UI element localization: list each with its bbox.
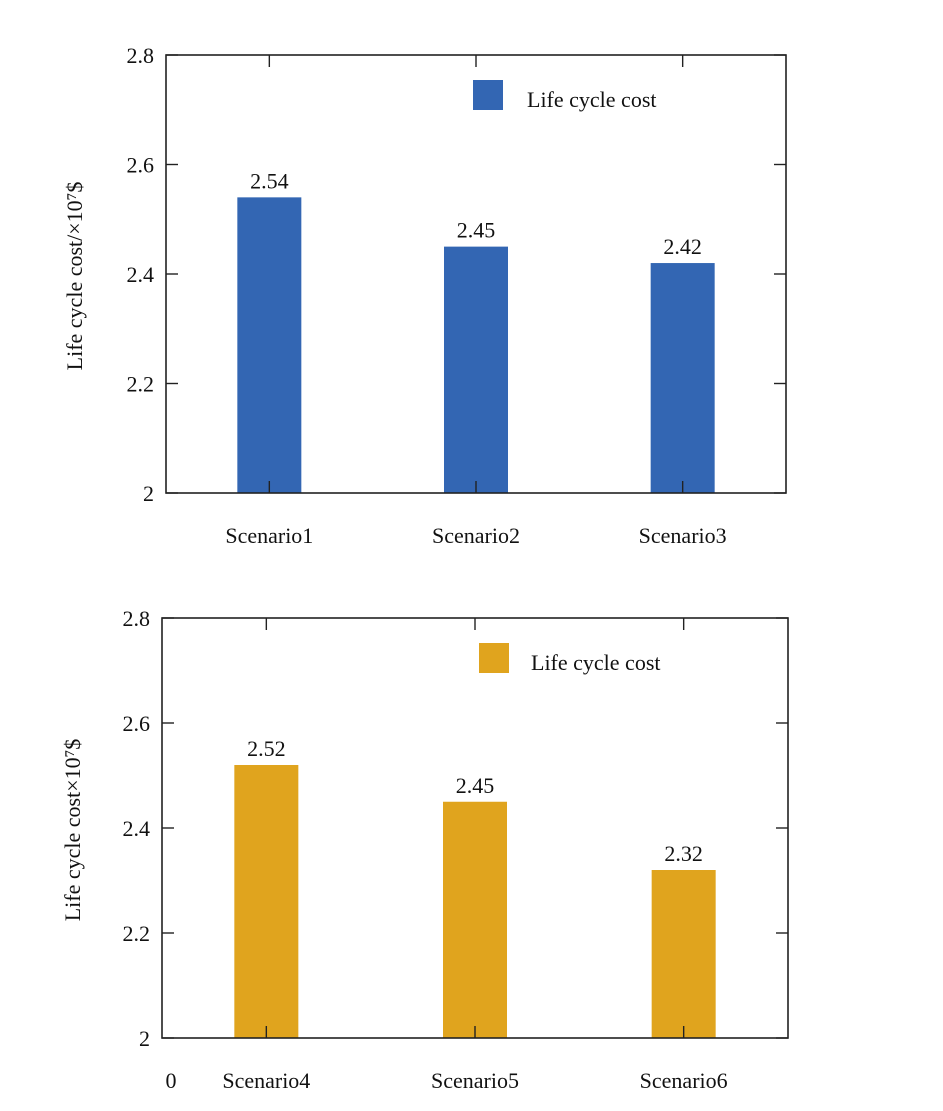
- legend-label: Life cycle cost: [527, 87, 657, 112]
- x-origin-label: 0: [166, 1068, 177, 1093]
- chart-panel-2: 2.52 Scenario4 2.45 Scenario5 2.32 Scenario6 2…: [60, 606, 789, 1093]
- chart-panel-1: 2.54Scenario12.45Scenario22.42Scenario32…: [62, 43, 787, 548]
- bar-scenario5: [443, 801, 507, 1038]
- bar-scenario2: [444, 246, 508, 493]
- legend-swatch: [479, 643, 509, 673]
- x-tick-label-scenario2: Scenario2: [432, 523, 520, 548]
- legend-swatch: [473, 80, 503, 110]
- y-tick-label: 2.2: [123, 921, 151, 946]
- data-label-scenario5: 2.45: [456, 773, 495, 798]
- y-axis-title: Life cycle cost/×10⁷$: [62, 182, 87, 371]
- y-tick-label: 2: [139, 1026, 150, 1051]
- y-tick-label: 2.6: [127, 153, 155, 178]
- y-tick-label: 2.4: [127, 262, 155, 287]
- y-tick-label: 2.2: [127, 372, 155, 397]
- y-tick-label: 2.6: [123, 711, 151, 736]
- y-tick-label: 2.8: [127, 43, 155, 68]
- bar-scenario6: [651, 870, 716, 1038]
- data-label-scenario3: 2.42: [663, 234, 702, 259]
- x-tick-label-scenario6: Scenario6: [640, 1068, 728, 1093]
- y-tick-label: 2: [143, 481, 154, 506]
- x-tick-label-scenario3: Scenario3: [639, 523, 727, 548]
- data-label-scenario1: 2.54: [250, 168, 289, 193]
- y-tick-label: 2.8: [123, 606, 151, 631]
- x-tick-label-scenario5: Scenario5: [431, 1068, 519, 1093]
- bar-scenario3: [650, 263, 715, 493]
- y-axis-title: Life cycle cost×10⁷$: [60, 739, 85, 922]
- legend-label: Life cycle cost: [531, 650, 661, 675]
- data-label-scenario6: 2.32: [664, 841, 703, 866]
- data-label-scenario2: 2.45: [457, 218, 496, 243]
- bar-scenario4: [234, 765, 299, 1038]
- bar-scenario1: [237, 197, 302, 493]
- plot-frame: [165, 54, 787, 494]
- data-label-scenario4: 2.52: [247, 736, 286, 761]
- plot-frame: [161, 617, 789, 1039]
- x-tick-label-scenario4: Scenario4: [222, 1068, 310, 1093]
- y-tick-label: 2.4: [123, 816, 151, 841]
- x-tick-label-scenario1: Scenario1: [225, 523, 313, 548]
